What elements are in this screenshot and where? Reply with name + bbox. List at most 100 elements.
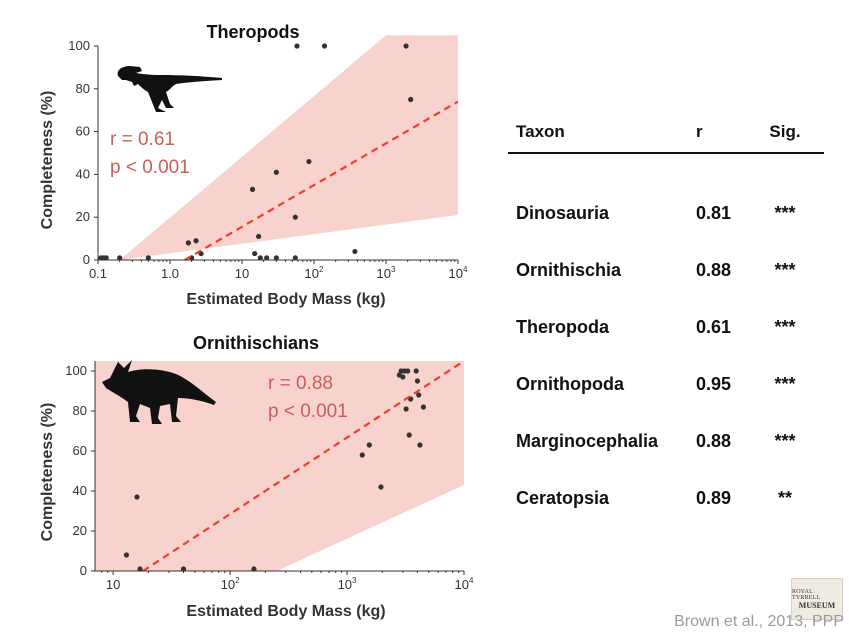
- data-points: [98, 43, 414, 261]
- table-header: Taxon r Sig.: [508, 120, 824, 154]
- axis-ticks: 0 20 40 60 80 100 10 102 103 104: [65, 363, 474, 592]
- data-point: [321, 43, 328, 49]
- data-point: [117, 255, 123, 261]
- row-sig: ***: [774, 317, 796, 337]
- y-tick-label: 20: [73, 523, 87, 538]
- row-taxon: Ornithopoda: [516, 374, 624, 394]
- data-point: [403, 43, 409, 49]
- data-point: [145, 255, 151, 261]
- band-area: [119, 35, 458, 260]
- chart-title: Theropods: [207, 22, 300, 42]
- y-tick-label: 40: [73, 483, 87, 498]
- band-area: [95, 361, 464, 571]
- row-sig: ***: [774, 203, 796, 223]
- data-point: [292, 214, 298, 220]
- y-tick-label: 40: [76, 166, 90, 181]
- y-tick-label: 0: [83, 252, 90, 267]
- axis-ticks: 0 20 40 60 80 100 0.1 1.0 10 102 103 104: [68, 38, 468, 281]
- row-r: 0.95: [696, 374, 732, 394]
- data-point: [292, 255, 298, 261]
- confidence-band: [95, 361, 464, 571]
- axes: [97, 46, 458, 261]
- row-taxon: Ceratopsia: [516, 488, 610, 508]
- data-point: [264, 255, 270, 261]
- y-tick-label: 80: [76, 81, 90, 96]
- data-point: [103, 255, 109, 261]
- data-point: [378, 484, 384, 490]
- data-point: [251, 566, 257, 572]
- data-point: [185, 240, 191, 246]
- header-taxon: Taxon: [516, 122, 565, 141]
- x-tick-label: 1.0: [161, 266, 179, 281]
- row-taxon: Dinosauria: [516, 203, 610, 223]
- row-sig: ***: [774, 431, 796, 451]
- data-point: [403, 406, 409, 412]
- row-r: 0.89: [696, 488, 732, 508]
- row-taxon: Theropoda: [516, 317, 609, 337]
- x-tick-label: 103: [377, 265, 396, 281]
- header-sig: Sig.: [769, 122, 801, 141]
- x-axis-title: Estimated Body Mass (kg): [186, 603, 385, 620]
- data-point: [408, 96, 414, 103]
- data-point: [405, 368, 411, 374]
- regression-line: [184, 100, 459, 261]
- table-row: Theropoda 0.61 ***: [508, 268, 824, 337]
- regression-line: [142, 360, 465, 572]
- logo-line-1: ROYAL TYRRELL: [792, 588, 821, 601]
- y-tick-label: 80: [73, 403, 87, 418]
- data-point: [137, 566, 143, 572]
- row-r: 0.81: [696, 203, 732, 223]
- x-axis-title: Estimated Body Mass (kg): [186, 291, 385, 308]
- ceratopsian-silhouette-icon: [102, 360, 216, 424]
- chart-title: Ornithischians: [193, 333, 319, 353]
- table-row: Dinosauria 0.81 ***: [508, 154, 824, 223]
- x-tick-label: 102: [305, 265, 324, 281]
- data-point: [306, 158, 312, 165]
- y-tick-label: 0: [80, 563, 87, 578]
- data-point: [366, 442, 372, 448]
- row-r: 0.61: [696, 317, 732, 337]
- confidence-band: [119, 35, 458, 260]
- y-tick-label: 100: [68, 38, 90, 53]
- x-tick-label: 10: [235, 266, 249, 281]
- y-tick-label: 100: [65, 363, 87, 378]
- x-tick-label: 10: [106, 577, 120, 592]
- row-r: 0.88: [696, 431, 732, 451]
- table-row: Ornithopoda 0.95 ***: [508, 325, 824, 394]
- y-tick-label: 60: [73, 443, 87, 458]
- data-point: [400, 374, 406, 380]
- r-value: r = 0.88: [268, 373, 333, 394]
- x-tick-label: 103: [338, 576, 357, 592]
- data-point: [273, 169, 279, 175]
- x-tick-label: 104: [449, 265, 468, 281]
- correlation-table: Taxon r Sig. Dinosauria 0.81 *** Ornithi…: [508, 120, 824, 508]
- data-point: [273, 255, 279, 261]
- row-taxon: Ornithischia: [516, 260, 622, 280]
- x-tick-label: 102: [221, 576, 240, 592]
- data-point: [413, 368, 419, 374]
- header-r: r: [696, 122, 703, 141]
- y-axis-title: Completeness (%): [39, 403, 56, 542]
- data-point: [193, 238, 199, 244]
- data-point: [352, 248, 358, 255]
- x-tick-label: 104: [455, 576, 474, 592]
- row-sig: **: [777, 488, 792, 508]
- row-r: 0.88: [696, 260, 732, 280]
- table-row: Ceratopsia 0.89 **: [508, 439, 824, 508]
- logo-line-2: MUSEUM: [798, 600, 836, 610]
- table-row: Ornithischia 0.88 ***: [508, 211, 824, 280]
- data-points: [123, 368, 427, 572]
- y-axis-title: Completeness (%): [39, 91, 56, 230]
- data-point: [359, 452, 365, 458]
- data-point: [134, 494, 140, 500]
- y-tick-label: 20: [76, 209, 90, 224]
- data-point: [249, 186, 256, 192]
- x-tick-label: 0.1: [89, 266, 107, 281]
- data-point: [416, 392, 422, 398]
- data-point: [294, 43, 300, 49]
- museum-logo: ROYAL TYRRELL MUSEUM: [791, 578, 843, 620]
- data-point: [406, 432, 412, 438]
- data-point: [180, 566, 187, 572]
- data-point: [420, 404, 427, 410]
